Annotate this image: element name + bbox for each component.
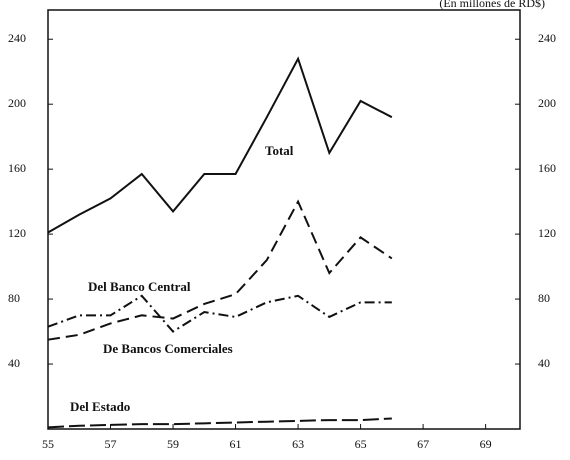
y2-tick-label: 160 <box>538 161 556 175</box>
series-line <box>47 199 393 341</box>
y2-tick-label: 80 <box>538 291 550 305</box>
y-tick-label: 80 <box>8 291 20 305</box>
y2-tick-label: 120 <box>538 226 556 240</box>
x-tick-label: 65 <box>355 437 367 451</box>
y-tick-label: 120 <box>8 226 26 240</box>
y-tick-label: 200 <box>8 96 26 110</box>
y2-tick-label: 240 <box>538 31 556 45</box>
series-line <box>47 56 393 234</box>
y-tick-label: 240 <box>8 31 26 45</box>
series-label: Del Banco Central <box>88 279 191 294</box>
x-tick-label: 67 <box>417 437 429 451</box>
plot-frame <box>47 9 521 430</box>
x-tick-label: 61 <box>230 437 242 451</box>
x-tick-label: 55 <box>42 437 54 451</box>
x-tick-label: 57 <box>105 437 117 451</box>
series-label: Total <box>265 143 294 158</box>
y-tick-label: 40 <box>8 356 20 370</box>
series-label: Del Estado <box>70 399 130 414</box>
x-tick-label: 69 <box>480 437 492 451</box>
x-tick-label: 63 <box>292 437 304 451</box>
y2-tick-label: 40 <box>538 356 550 370</box>
series-line <box>47 294 392 333</box>
series-label: De Bancos Comerciales <box>103 341 233 356</box>
x-tick-label: 59 <box>167 437 179 451</box>
series-line <box>47 417 392 429</box>
y-tick-label: 160 <box>8 161 26 175</box>
y2-tick-label: 200 <box>538 96 556 110</box>
chart-subtitle: (En millones de RD$) <box>439 0 545 10</box>
